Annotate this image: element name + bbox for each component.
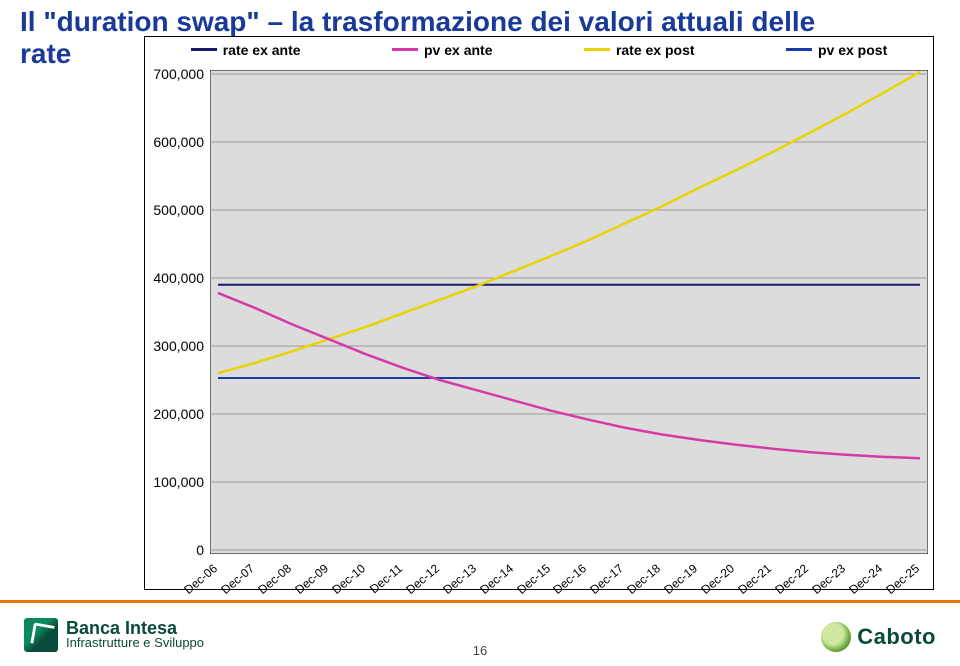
- legend-swatch: [584, 48, 610, 51]
- y-tick-label: 400,000: [144, 270, 204, 286]
- title-line2: rate: [20, 38, 71, 69]
- legend-label: rate ex post: [616, 42, 695, 58]
- legend-label: pv ex ante: [424, 42, 492, 58]
- y-tick-label: 500,000: [144, 202, 204, 218]
- y-tick-label: 700,000: [144, 66, 204, 82]
- y-tick-label: 100,000: [144, 474, 204, 490]
- chart-plot-area: [210, 70, 928, 554]
- page-number: 16: [0, 643, 960, 658]
- legend-swatch: [392, 48, 418, 51]
- legend-label: rate ex ante: [223, 42, 301, 58]
- y-tick-label: 0: [144, 542, 204, 558]
- title-line1: Il "duration swap" – la trasformazione d…: [20, 6, 815, 37]
- legend-item-pv-ex-post: pv ex post: [786, 42, 887, 58]
- legend-item-pv-ex-ante: pv ex ante: [392, 42, 492, 58]
- y-tick-label: 600,000: [144, 134, 204, 150]
- footer-divider: [0, 600, 960, 603]
- legend-swatch: [786, 48, 812, 51]
- chart-legend: rate ex ante pv ex ante rate ex post pv …: [144, 36, 934, 62]
- legend-label: pv ex post: [818, 42, 887, 58]
- legend-swatch: [191, 48, 217, 51]
- legend-item-rate-ex-ante: rate ex ante: [191, 42, 301, 58]
- legend-item-rate-ex-post: rate ex post: [584, 42, 695, 58]
- y-tick-label: 300,000: [144, 338, 204, 354]
- y-tick-label: 200,000: [144, 406, 204, 422]
